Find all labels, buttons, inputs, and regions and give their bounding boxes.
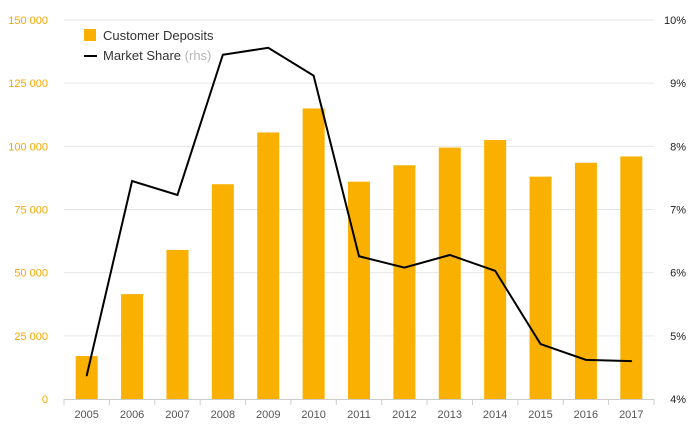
point-market-share bbox=[176, 194, 179, 196]
x-tick-label: 2011 bbox=[347, 409, 371, 421]
point-market-share bbox=[222, 53, 224, 56]
bar-deposits bbox=[302, 108, 325, 399]
x-tick-label: 2016 bbox=[574, 409, 598, 421]
y-right-tick-label: 8% bbox=[670, 141, 686, 153]
bar-deposits bbox=[529, 176, 552, 399]
x-tick-label: 2017 bbox=[619, 409, 643, 421]
x-tick-label: 2008 bbox=[211, 409, 235, 421]
bar-deposits bbox=[348, 181, 370, 399]
point-market-share bbox=[585, 359, 587, 361]
bar-deposits bbox=[484, 140, 507, 399]
x-tick-label: 2009 bbox=[256, 409, 280, 421]
x-tick-label: 2007 bbox=[165, 409, 189, 421]
point-market-share bbox=[630, 360, 633, 362]
bar-deposits bbox=[620, 156, 643, 399]
y-left-tick-label: 100 000 bbox=[8, 141, 48, 153]
legend-label-deposits: Customer Deposits bbox=[103, 28, 214, 43]
point-market-share bbox=[403, 266, 406, 269]
bar-deposits bbox=[574, 162, 597, 399]
point-market-share bbox=[312, 74, 315, 77]
legend-note-rhs: (rhs) bbox=[185, 48, 212, 63]
y-left-tick-label: 50 000 bbox=[14, 268, 48, 280]
x-tick-label: 2010 bbox=[301, 409, 325, 421]
legend-label-market-share: Market Share (rhs) bbox=[103, 48, 211, 63]
bar-series bbox=[75, 108, 643, 400]
y-right-tick-label: 9% bbox=[670, 78, 686, 90]
bar-deposits bbox=[211, 184, 234, 399]
point-market-share bbox=[448, 254, 451, 256]
y-right-tick-label: 5% bbox=[670, 331, 686, 343]
y-left-tick-label: 0 bbox=[42, 394, 48, 406]
legend-swatch-deposits bbox=[84, 29, 96, 41]
bar-deposits bbox=[121, 294, 144, 399]
x-tick-label: 2013 bbox=[438, 409, 462, 421]
x-tick-label: 2015 bbox=[528, 409, 552, 421]
x-tick-label: 2014 bbox=[483, 409, 507, 421]
x-tick-label: 2005 bbox=[74, 409, 98, 421]
line-series bbox=[85, 46, 633, 377]
bar-deposits bbox=[393, 165, 416, 399]
y-right-tick-label: 7% bbox=[670, 205, 686, 217]
bar-deposits bbox=[438, 147, 461, 399]
y-right-tick-label: 4% bbox=[670, 394, 686, 406]
point-market-share bbox=[267, 46, 270, 49]
point-market-share bbox=[85, 374, 88, 377]
axes: 0 25 000 50 000 75 000 100 000 125 000 150 000… bbox=[8, 15, 686, 421]
legend: Customer Deposits Market Share (rhs) bbox=[84, 28, 214, 63]
bar-deposits bbox=[75, 356, 98, 399]
point-market-share bbox=[131, 180, 133, 182]
x-tick-label: 2012 bbox=[392, 409, 416, 421]
y-left-tick-label: 125 000 bbox=[8, 78, 48, 90]
y-right-tick-label: 10% bbox=[664, 15, 686, 27]
bar-deposits bbox=[257, 132, 280, 400]
y-left-tick-label: 150 000 bbox=[8, 15, 48, 27]
x-tick-label: 2006 bbox=[120, 409, 144, 421]
point-market-share bbox=[358, 255, 360, 258]
y-left-tick-label: 75 000 bbox=[14, 205, 48, 217]
point-market-share bbox=[539, 343, 542, 345]
y-right-tick-label: 6% bbox=[670, 268, 686, 280]
bar-deposits bbox=[166, 249, 189, 399]
point-market-share bbox=[494, 269, 496, 272]
y-left-tick-label: 25 000 bbox=[14, 331, 48, 343]
